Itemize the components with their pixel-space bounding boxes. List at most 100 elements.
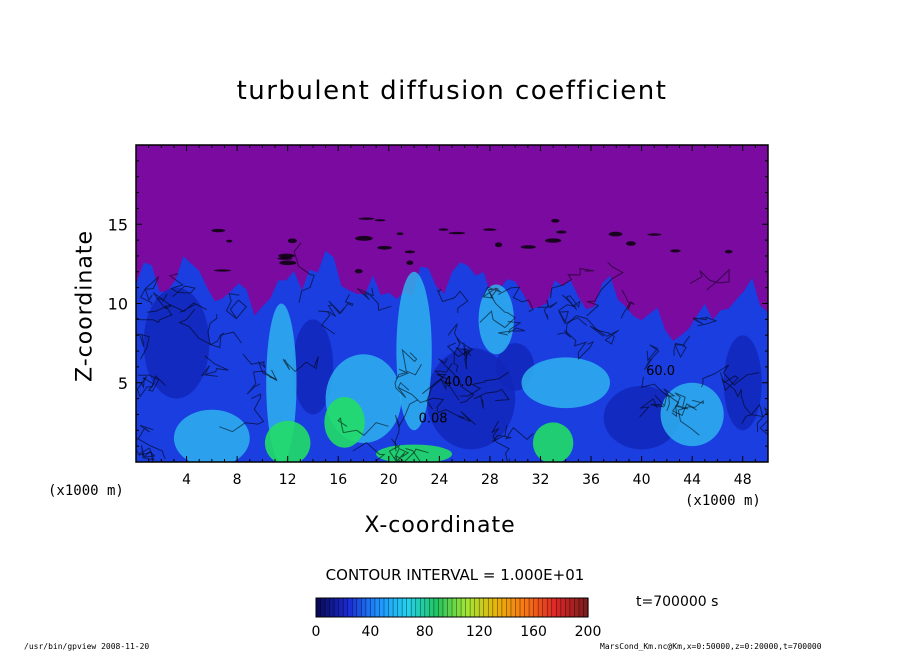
contour-line xyxy=(437,409,476,426)
turbulent-blob xyxy=(396,232,404,236)
colorbar-cell xyxy=(488,598,494,617)
x-tick-label: 36 xyxy=(582,472,600,488)
colorbar-cell xyxy=(334,598,340,617)
contour-line xyxy=(689,268,730,291)
footer-source: MarsCond_Km.nc@Km,x=0:50000,z=0:20000,t=… xyxy=(600,642,822,651)
colorbar-cell xyxy=(524,598,530,617)
colorbar-cell xyxy=(384,598,390,617)
turbulent-blob xyxy=(377,245,392,250)
turbulent-blob xyxy=(277,257,293,260)
turbulent-blob xyxy=(647,233,662,236)
colorbar-cell xyxy=(325,598,331,617)
eddy-core xyxy=(723,335,762,431)
colorbar-cell xyxy=(578,598,585,617)
contour-line xyxy=(497,286,534,313)
x-axis-label: X-coordinate xyxy=(364,513,516,538)
colorbar-cell xyxy=(316,598,322,617)
contour-line xyxy=(136,305,173,324)
colorbar-cell xyxy=(529,598,535,617)
turbulent-blob xyxy=(358,217,375,220)
y-axis-label: Z-coordinate xyxy=(72,230,98,382)
turbulent-blob xyxy=(354,268,363,274)
colorbar-cell xyxy=(456,598,462,617)
contour-line xyxy=(561,294,581,311)
turbulent-blob xyxy=(287,238,297,244)
plume-region xyxy=(396,271,432,431)
colorbar-cell xyxy=(520,598,526,617)
colorbar-cell xyxy=(547,598,553,617)
contour-interval: CONTOUR INTERVAL = 1.000E+01 xyxy=(325,566,585,584)
colorbar-cell xyxy=(479,598,485,617)
x-unit-label: (x1000 m) xyxy=(685,493,761,509)
eddy-core xyxy=(143,287,210,399)
colorbar-cell xyxy=(461,598,467,617)
colorbar-cell xyxy=(560,598,566,617)
colorbar-cell xyxy=(415,598,421,617)
colorbar-cell xyxy=(533,598,539,617)
colorbar-cell xyxy=(374,598,381,617)
colorbar-tick-label: 200 xyxy=(575,624,602,640)
colorbar-cell xyxy=(565,598,571,617)
colorbar-cell xyxy=(497,598,503,617)
colorbar-cell xyxy=(356,598,362,617)
colorbar-cell xyxy=(402,598,408,617)
x-tick-label: 32 xyxy=(532,472,550,488)
x-tick-label: 44 xyxy=(683,472,701,488)
colorbar-cell xyxy=(501,598,507,617)
x-tick-label: 12 xyxy=(279,472,297,488)
colorbar-cell xyxy=(515,598,521,617)
contour-line xyxy=(138,374,160,392)
contour-line xyxy=(550,268,595,299)
contour-line xyxy=(719,372,742,398)
contour-line xyxy=(671,392,689,418)
x-tick-label: 48 xyxy=(734,472,752,488)
colorbar-cell xyxy=(397,598,403,617)
turbulent-blob xyxy=(406,260,414,266)
colorbar-cell xyxy=(574,598,580,617)
hot-spot xyxy=(264,420,311,462)
colorbar-cell xyxy=(406,598,412,617)
footer-command: /usr/bin/gpview 2008-11-20 xyxy=(24,642,150,651)
colorbar-cell xyxy=(347,598,353,617)
contour-line xyxy=(692,316,718,327)
x-tick-label: 16 xyxy=(329,472,347,488)
colorbar-cell xyxy=(429,598,435,617)
contour-line xyxy=(479,292,516,329)
turbulent-blob xyxy=(211,228,226,233)
contour-line xyxy=(397,448,429,462)
turbulent-blob xyxy=(278,253,295,258)
contour-line xyxy=(328,294,354,315)
contour-line xyxy=(673,335,691,359)
contour-line xyxy=(140,276,160,305)
contour-line xyxy=(178,308,225,349)
contour-line xyxy=(473,388,510,409)
contour-line xyxy=(405,448,422,462)
colorbar-cell xyxy=(510,598,517,617)
colorbar-cell xyxy=(320,598,326,617)
x-tick-label: 20 xyxy=(380,472,398,488)
contour-line xyxy=(136,333,150,360)
contour-line xyxy=(644,344,660,370)
contour-line xyxy=(293,242,315,303)
colorbar-cell xyxy=(388,598,394,617)
turbulent-blob xyxy=(214,269,232,272)
x-tick-label: 24 xyxy=(430,472,448,488)
contour-line xyxy=(589,325,619,345)
contour-line xyxy=(537,299,558,320)
contour-line xyxy=(356,287,392,311)
x-tick-label: 4 xyxy=(182,472,191,488)
plume-region xyxy=(660,382,724,447)
contour-line xyxy=(564,329,595,360)
plume-region xyxy=(173,409,250,462)
turbulent-blob xyxy=(625,241,636,246)
contour-line xyxy=(492,425,534,443)
colorbar-cell xyxy=(447,598,453,617)
colorbar-cell xyxy=(361,598,367,617)
turbulent-blob xyxy=(483,228,497,231)
turbulent-blob xyxy=(670,249,681,253)
contour-line xyxy=(701,364,760,388)
colorbar: 0 40 80 120 160 200 xyxy=(312,597,602,640)
contour-line xyxy=(337,417,389,436)
